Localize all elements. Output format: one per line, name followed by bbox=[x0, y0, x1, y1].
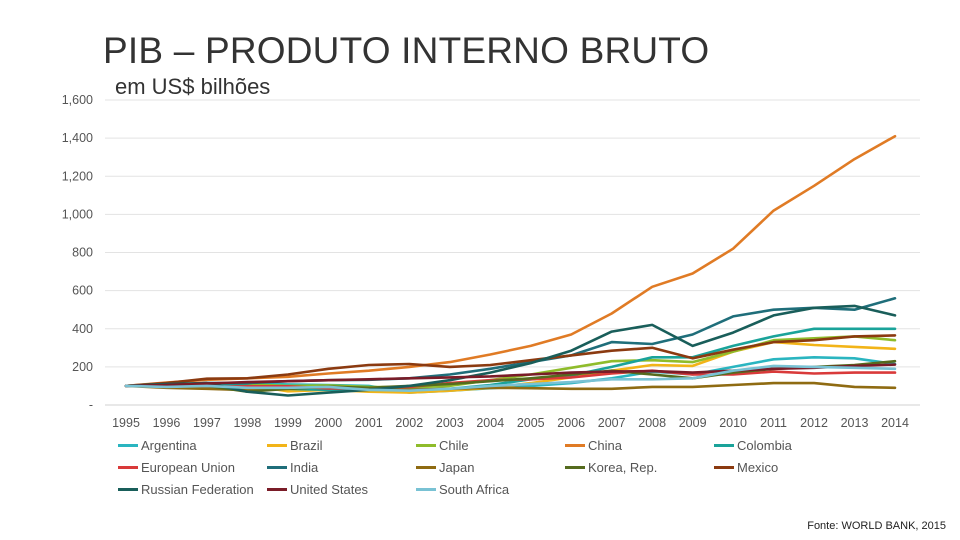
legend-item: China bbox=[565, 437, 714, 453]
legend-item: European Union bbox=[118, 459, 267, 475]
x-axis-ticks: 1995 1996 1997 1998 1999 2000 2001 2002 2003 2004… bbox=[112, 416, 909, 430]
x-tick-label: 2003 bbox=[436, 416, 464, 430]
legend-swatch bbox=[565, 443, 585, 447]
legend-item: Korea, Rep. bbox=[565, 459, 714, 475]
y-tick-label: 800 bbox=[72, 246, 93, 260]
y-tick-label: 400 bbox=[72, 322, 93, 336]
series-line-japan bbox=[124, 381, 897, 392]
x-tick-label: 2002 bbox=[395, 416, 423, 430]
x-tick-label: 2013 bbox=[841, 416, 869, 430]
legend-label: Chile bbox=[439, 437, 469, 453]
y-tick-label: 1,400 bbox=[62, 131, 93, 145]
y-tick-label: 1,200 bbox=[62, 169, 93, 183]
legend-item: Brazil bbox=[267, 437, 416, 453]
legend-swatch bbox=[118, 487, 138, 491]
y-tick-label: 200 bbox=[72, 360, 93, 374]
series-line-united-states bbox=[124, 363, 897, 388]
x-tick-label: 1999 bbox=[274, 416, 302, 430]
legend-item: Russian Federation bbox=[118, 481, 267, 497]
legend-swatch bbox=[267, 487, 287, 491]
legend-label: Russian Federation bbox=[141, 481, 254, 497]
x-tick-label: 1996 bbox=[153, 416, 181, 430]
chart-legend: Argentina Brazil Chile China Colombia Europea… bbox=[118, 437, 938, 497]
x-tick-label: 2005 bbox=[517, 416, 545, 430]
series-line-south-africa bbox=[124, 364, 897, 393]
x-tick-label: 2014 bbox=[881, 416, 909, 430]
legend-label: Argentina bbox=[141, 437, 197, 453]
legend-item: Mexico bbox=[714, 459, 863, 475]
legend-swatch bbox=[267, 465, 287, 469]
legend-label: China bbox=[588, 437, 622, 453]
x-tick-label: 1995 bbox=[112, 416, 140, 430]
legend-label: South Africa bbox=[439, 481, 510, 497]
x-tick-label: 2010 bbox=[719, 416, 747, 430]
y-tick-label: - bbox=[89, 398, 93, 412]
legend-swatch bbox=[118, 465, 138, 469]
legend-item: India bbox=[267, 459, 416, 475]
legend-label: India bbox=[290, 459, 319, 475]
legend-item: Chile bbox=[416, 437, 565, 453]
legend-item: Colombia bbox=[714, 437, 863, 453]
legend-swatch bbox=[714, 465, 734, 469]
legend-item: Argentina bbox=[118, 437, 267, 453]
legend-swatch bbox=[267, 443, 287, 447]
x-tick-label: 2004 bbox=[476, 416, 504, 430]
legend-label: Colombia bbox=[737, 437, 792, 453]
legend-label: Mexico bbox=[737, 459, 779, 475]
source-note: Fonte: WORLD BANK, 2015 bbox=[807, 520, 946, 532]
y-tick-label: 1,600 bbox=[62, 93, 93, 107]
legend-swatch bbox=[118, 443, 138, 447]
legend-swatch bbox=[714, 443, 734, 447]
y-axis-ticks: 1,600 1,400 1,200 1,000 800 600 400 200 - bbox=[62, 93, 93, 412]
x-tick-label: 2006 bbox=[557, 416, 585, 430]
legend-item: United States bbox=[267, 481, 416, 497]
legend-swatch bbox=[416, 487, 436, 491]
x-tick-label: 2011 bbox=[760, 416, 787, 430]
legend-label: Korea, Rep. bbox=[588, 459, 658, 475]
x-tick-label: 1998 bbox=[234, 416, 262, 430]
series-lines bbox=[124, 134, 897, 397]
legend-label: United States bbox=[290, 481, 369, 497]
series-line-china bbox=[124, 134, 897, 388]
x-tick-label: 2008 bbox=[638, 416, 666, 430]
y-tick-label: 1,000 bbox=[62, 207, 93, 221]
series-line-mexico bbox=[124, 334, 897, 388]
legend-label: European Union bbox=[141, 459, 235, 475]
x-tick-label: 2007 bbox=[598, 416, 626, 430]
y-tick-label: 600 bbox=[72, 284, 93, 298]
x-tick-label: 2009 bbox=[679, 416, 707, 430]
chart-title: PIB – PRODUTO INTERNO BRUTO bbox=[103, 30, 710, 71]
legend-item: South Africa bbox=[416, 481, 565, 497]
series-line-russian-federation bbox=[124, 304, 897, 397]
x-tick-label: 2012 bbox=[800, 416, 828, 430]
x-tick-label: 2001 bbox=[355, 416, 383, 430]
legend-label: Japan bbox=[439, 459, 475, 475]
x-tick-label: 1997 bbox=[193, 416, 221, 430]
x-tick-label: 2000 bbox=[314, 416, 342, 430]
chart-subtitle: em US$ bilhões bbox=[115, 74, 271, 99]
legend-swatch bbox=[565, 465, 585, 469]
legend-item: Japan bbox=[416, 459, 565, 475]
legend-swatch bbox=[416, 465, 436, 469]
legend-label: Brazil bbox=[290, 437, 323, 453]
legend-swatch bbox=[416, 443, 436, 447]
